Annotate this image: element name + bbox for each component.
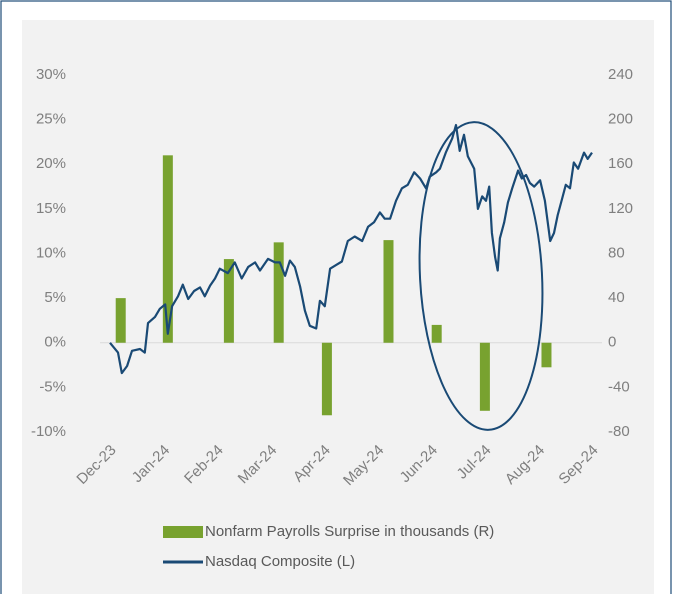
- y2-tick-label: -80: [608, 423, 630, 440]
- y2-tick-label: 120: [608, 200, 633, 217]
- bar: [541, 342, 552, 368]
- y-tick-label: 0%: [44, 334, 66, 351]
- bar: [115, 298, 126, 343]
- y-tick-label: 30%: [36, 66, 66, 83]
- y-tick-label: -5%: [39, 378, 66, 395]
- y2-tick-label: 160: [608, 155, 633, 172]
- panel: [22, 20, 654, 594]
- y-tick-label: 5%: [44, 289, 66, 306]
- y-tick-label: -10%: [31, 423, 66, 440]
- bar: [479, 342, 490, 411]
- y2-tick-label: 0: [608, 334, 616, 351]
- y2-tick-label: 80: [608, 244, 625, 261]
- y2-tick-label: 240: [608, 66, 633, 83]
- bar: [431, 324, 442, 343]
- bar: [223, 259, 234, 343]
- bar: [383, 240, 394, 343]
- highlight-ellipse: [418, 121, 544, 431]
- legend-label: Nonfarm Payrolls Surprise in thousands (…: [205, 523, 494, 540]
- y2-tick-label: 200: [608, 111, 633, 128]
- bar: [321, 342, 332, 416]
- legend-swatch: [163, 526, 203, 538]
- y2-tick-label: -40: [608, 378, 630, 395]
- y-tick-label: 25%: [36, 111, 66, 128]
- legend-label: Nasdaq Composite (L): [205, 553, 355, 570]
- y-tick-label: 15%: [36, 200, 66, 217]
- line: [109, 123, 593, 375]
- y-tick-label: 10%: [36, 244, 66, 261]
- bar: [273, 242, 284, 343]
- y2-tick-label: 40: [608, 289, 625, 306]
- bar: [162, 155, 173, 343]
- y-tick-label: 20%: [36, 155, 66, 172]
